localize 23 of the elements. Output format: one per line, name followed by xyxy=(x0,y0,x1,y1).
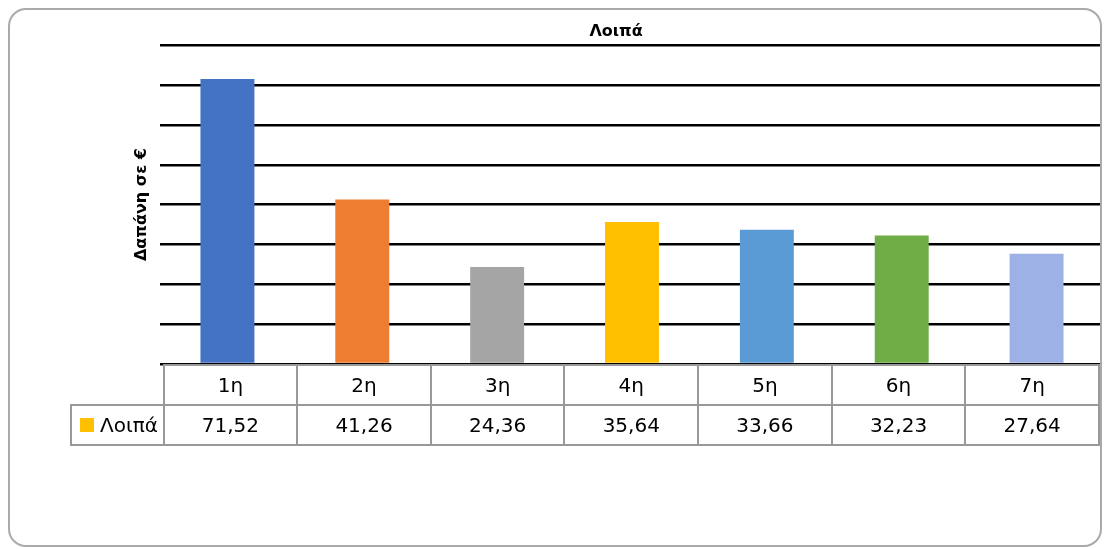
chart-title: Λοιπά xyxy=(589,20,643,40)
data-label: 27,64 xyxy=(965,405,1099,445)
y-axis-title: Δαπάνη σε € xyxy=(130,148,150,262)
x-tick-label: 4η xyxy=(564,365,699,405)
data-label: 33,66 xyxy=(698,405,832,445)
bar xyxy=(1009,253,1064,363)
legend-label: Λοιπά xyxy=(71,405,164,445)
bar xyxy=(200,78,255,363)
x-tick-label: 7η xyxy=(965,365,1099,405)
x-tick-label: 2η xyxy=(297,365,431,405)
x-tick-label: 5η xyxy=(698,365,832,405)
x-tick-label: 6η xyxy=(831,365,966,405)
bar xyxy=(874,235,929,363)
data-label: 24,36 xyxy=(430,405,565,445)
data-label: 35,64 xyxy=(564,405,699,445)
data-label: 41,26 xyxy=(297,405,431,445)
x-tick-label: 1η xyxy=(163,365,298,405)
data-label: 32,23 xyxy=(831,405,966,445)
x-tick-label: 3η xyxy=(430,365,565,405)
bar xyxy=(605,221,659,363)
bar xyxy=(335,199,390,363)
data-label: 71,52 xyxy=(163,405,298,445)
bar xyxy=(739,229,794,363)
